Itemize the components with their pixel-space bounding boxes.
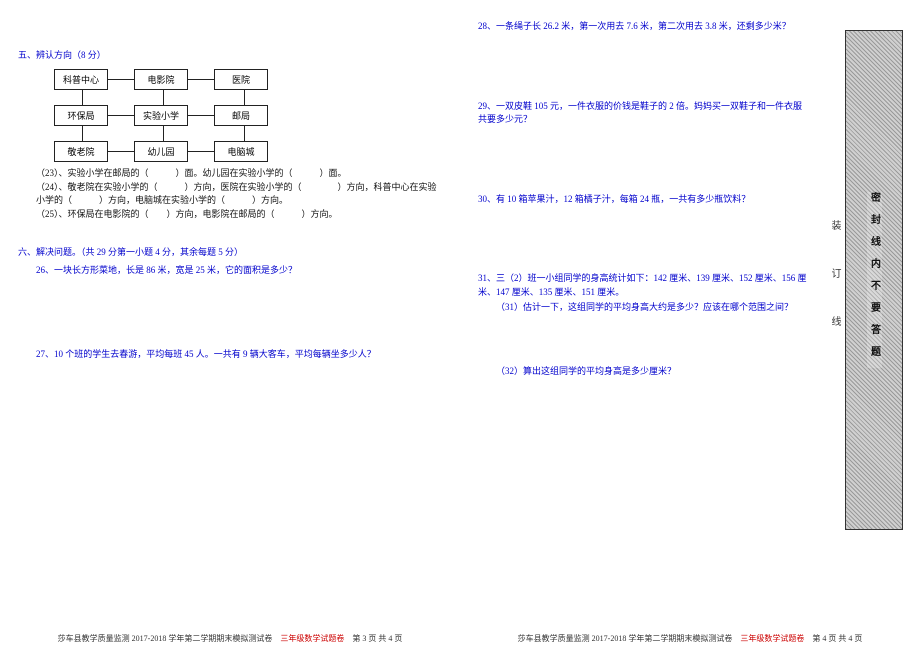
page-footer-3: 莎车县教学质量监测 2017-2018 学年第二学期期末模拟测试卷 三年级数学试… [0,633,460,644]
diagram-vline [244,125,245,141]
diagram-hline [188,79,214,80]
diagram-node: 实验小学 [134,105,188,126]
diagram-node: 环保局 [54,105,108,126]
question-28: 28、一条绳子长 26.2 米，第一次用去 7.6 米，第二次用去 3.8 米，… [478,20,810,34]
diagram-node: 幼儿园 [134,141,188,162]
direction-diagram: 科普中心 电影院 医院 环保局 实验小学 邮局 敬老院 幼儿园 [54,69,442,161]
footer-subject: 三年级数学试题卷 [740,634,804,643]
question-30: 30、有 10 箱苹果汁，12 箱橘子汁，每箱 24 瓶，一共有多少瓶饮料？ [478,193,810,207]
binding-margin: 装 订 线 密封线内不要答题 [827,30,912,530]
question-27: 27、10 个班的学生去春游，平均每班 45 人。一共有 9 辆大客车，平均每辆… [36,348,442,362]
question-32: （32）算出这组同学的平均身高是多少厘米？ [496,365,810,379]
diagram-vline [244,89,245,105]
footer-pagenum: 第 3 页 共 4 页 [344,634,402,643]
page-3: 五、辨认方向（8 分） 科普中心 电影院 医院 环保局 实验小学 邮局 敬老院 [0,0,460,650]
binding-label: 装 订 线 [827,30,842,530]
page-4: 28、一条绳子长 26.2 米，第一次用去 7.6 米，第二次用去 3.8 米，… [460,0,920,650]
section-5-title: 五、辨认方向（8 分） [18,48,442,61]
diagram-node: 电影院 [134,69,188,90]
question-26: 26、一块长方形菜地，长是 86 米，宽是 25 米，它的面积是多少？ [36,264,442,278]
section-6-title: 六、解决问题。（共 29 分第一小题 4 分，其余每题 5 分） [18,245,442,258]
diagram-hline [108,151,134,152]
question-29: 29、一双皮鞋 105 元，一件衣服的价钱是鞋子的 2 倍。妈妈买一双鞋子和一件… [478,100,810,127]
seal-box-text: 密封线内不要答题 [867,192,882,368]
diagram-hline [188,151,214,152]
diagram-node: 医院 [214,69,268,90]
seal-box: 密封线内不要答题 [845,30,903,530]
footer-text: 莎车县教学质量监测 2017-2018 学年第二学期期末模拟测试卷 [58,634,281,643]
question-24: （24）、敬老院在实验小学的（ ）方向，医院在实验小学的（ ）方向，科普中心在实… [36,181,442,208]
diagram-hline [188,115,214,116]
diagram-hline [108,115,134,116]
question-23: （23）、实验小学在邮局的（ ）面。幼儿园在实验小学的（ ）面。 [36,167,442,181]
footer-text: 莎车县教学质量监测 2017-2018 学年第二学期期末模拟测试卷 [518,634,741,643]
question-31-sub1: （31）估计一下，这组同学的平均身高大约是多少？应该在哪个范围之间？ [496,301,810,315]
diagram-node: 邮局 [214,105,268,126]
diagram-node: 敬老院 [54,141,108,162]
question-31-stem: 31、三（2）班一小组同学的身高统计如下：142 厘米、139 厘米、152 厘… [478,272,810,299]
diagram-node: 电脑城 [214,141,268,162]
page-footer-4: 莎车县教学质量监测 2017-2018 学年第二学期期末模拟测试卷 三年级数学试… [460,633,920,644]
footer-pagenum: 第 4 页 共 4 页 [804,634,862,643]
diagram-node: 科普中心 [54,69,108,90]
diagram-hline [108,79,134,80]
question-25: （25）、环保局在电影院的（ ）方向，电影院在邮局的（ ）方向。 [36,208,442,222]
footer-subject: 三年级数学试题卷 [280,634,344,643]
